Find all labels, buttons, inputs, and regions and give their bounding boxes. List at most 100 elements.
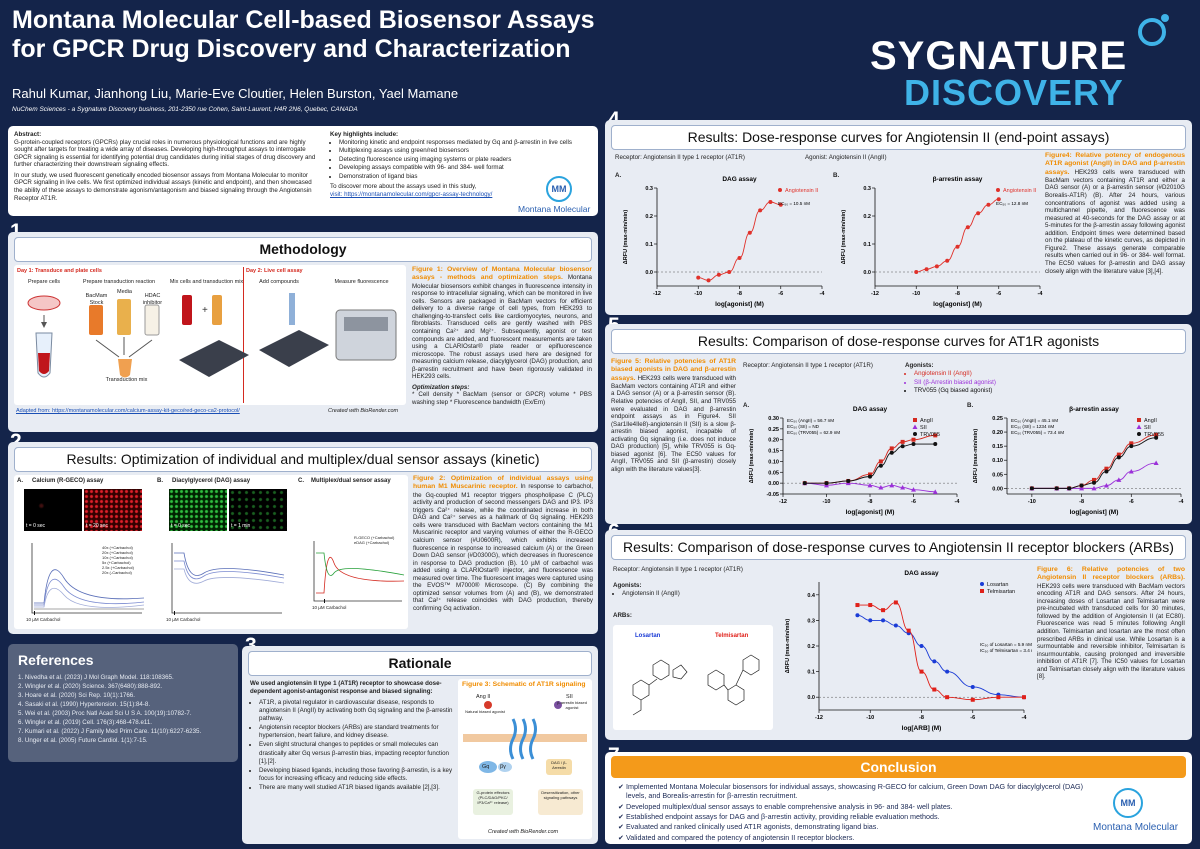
- point: [980, 582, 984, 586]
- point: [868, 474, 872, 479]
- annotation: EC₅₀ = 10.5 nM: [778, 201, 810, 206]
- point: [716, 272, 721, 277]
- point: [737, 256, 742, 260]
- agonist: SII (β-Arrestin biased agonist): [914, 379, 996, 387]
- point: [996, 695, 1001, 700]
- highlight: Multiplexing assays using green/red bios…: [339, 147, 592, 155]
- point: [868, 472, 872, 477]
- stimulus: 10 µM Carbachol: [26, 617, 61, 622]
- link[interactable]: visit: https://montanamolecular.com/gpcr…: [330, 190, 493, 198]
- logo-dot: [1161, 14, 1169, 22]
- x-tick-label: -10: [1028, 499, 1036, 505]
- point: [706, 278, 711, 283]
- point: [1129, 441, 1134, 446]
- heading: References: [18, 652, 94, 668]
- point: [855, 613, 860, 618]
- point: [919, 669, 924, 674]
- section-number: 2: [10, 430, 22, 454]
- point: [913, 418, 917, 422]
- panel-label: B.: [157, 478, 163, 484]
- point: [696, 275, 701, 280]
- point: [1079, 483, 1084, 488]
- y-axis-label: ΔRFU (max-min/min): [749, 429, 755, 484]
- point: [914, 270, 919, 274]
- point: [911, 487, 916, 492]
- section: Results: Dose-response curves for Angiot…: [605, 120, 1192, 315]
- figure-title: Figure4: Relative potency of endogenous …: [1045, 152, 1185, 176]
- bullet: Developing biased ligands, including tho…: [259, 767, 455, 783]
- reference: 4. Sasaki et al. (1990) Hypertension. 15…: [18, 700, 151, 708]
- schematic-label: Desensitization, other signaling pathway…: [541, 790, 580, 800]
- point: [1129, 444, 1134, 449]
- schematic: [463, 701, 587, 815]
- annotation: IC₅₀ of Losartan = 5.9 nM: [980, 642, 1032, 647]
- heading: Agonists:: [905, 362, 934, 369]
- logo: MM: [1113, 788, 1143, 818]
- legend-entry: 40x (+Carbachol): [102, 545, 133, 550]
- x-axis-label: log[agonist] (M): [933, 301, 982, 308]
- point: [1103, 483, 1109, 488]
- figure-title: Figure 1: Overview of Montana Molecular …: [412, 266, 592, 282]
- point: [1128, 468, 1134, 474]
- point: [980, 589, 984, 593]
- point: [881, 608, 886, 613]
- fit-line: [857, 614, 1025, 698]
- x-tick-label: -8: [1079, 499, 1084, 505]
- text: Agonist: Angiotensin II (AngII): [805, 154, 887, 161]
- y-tick-label: -0.05: [766, 492, 779, 498]
- point: [911, 442, 916, 447]
- y-tick-label: 0.0: [863, 270, 871, 276]
- figure: Day 1: Transduce and plate cells Day 2: …: [14, 265, 406, 405]
- step: Measure fluorescence: [334, 279, 389, 285]
- paragraph: In our study, we used fluorescent geneti…: [14, 171, 312, 202]
- section-title: Results: Comparison of dose-response cur…: [611, 535, 1186, 560]
- point: [868, 618, 873, 623]
- panel-label: B.: [967, 402, 974, 409]
- annotation: EC₅₀ (TRV055) = 73.4 nM: [1011, 430, 1064, 435]
- x-tick-label: -4: [955, 499, 961, 505]
- point: [900, 444, 905, 449]
- point: [1022, 695, 1026, 700]
- schematic-label: β-arrestin biased agonist: [557, 700, 587, 710]
- step: Prepare transduction reaction: [82, 279, 156, 285]
- x-tick-label: -10: [823, 499, 831, 505]
- y-tick-label: 0.1: [807, 670, 815, 676]
- point: [855, 603, 860, 608]
- point: [970, 684, 975, 689]
- point: [824, 481, 829, 486]
- x-tick-label: -8: [919, 715, 924, 721]
- kinetic-traces: [31, 541, 405, 615]
- title-line: for GPCR Drug Discovery and Characteriza…: [12, 35, 571, 63]
- chart-title: β-arrestin assay: [1069, 406, 1119, 413]
- point: [924, 267, 929, 272]
- point: [933, 433, 938, 438]
- point: [747, 230, 752, 235]
- reference: 3. Hoare et al. (2020) Sci Rep. 10(1):17…: [18, 691, 135, 699]
- chart-title: DAG assay: [722, 176, 757, 183]
- legend-entry: AngII: [1144, 418, 1157, 424]
- point: [889, 482, 895, 488]
- point: [945, 695, 950, 700]
- annotation: EC₅₀ = 12.8 nM: [996, 201, 1028, 206]
- panel-title: Multiplex/dual sensor assay: [311, 478, 391, 484]
- legend-entry: 20x (-Carbachol): [102, 570, 132, 575]
- point: [867, 482, 873, 488]
- point: [878, 484, 884, 490]
- molecules: [632, 654, 760, 716]
- x-tick-label: -4: [820, 291, 826, 297]
- point: [970, 697, 975, 702]
- point: [878, 463, 883, 468]
- point: [945, 669, 950, 674]
- point: [1091, 485, 1097, 491]
- section: Results: Comparison of dose-response cur…: [605, 530, 1192, 740]
- point: [913, 432, 917, 436]
- figure-title: Figure 6: Relative potencies of two Angi…: [1037, 566, 1185, 582]
- section: Conclusion Implemented Montana Molecular…: [605, 752, 1192, 844]
- logo-ring: [1138, 18, 1166, 46]
- point: [1104, 466, 1109, 471]
- legend-entry: Angiotensin II: [1003, 188, 1037, 194]
- y-tick-label: 0.15: [992, 444, 1003, 450]
- y-tick-label: 0.00: [992, 486, 1003, 492]
- source[interactable]: Adapted from: https://montanamolecular.c…: [16, 408, 240, 414]
- legend-entry: SII: [920, 425, 927, 431]
